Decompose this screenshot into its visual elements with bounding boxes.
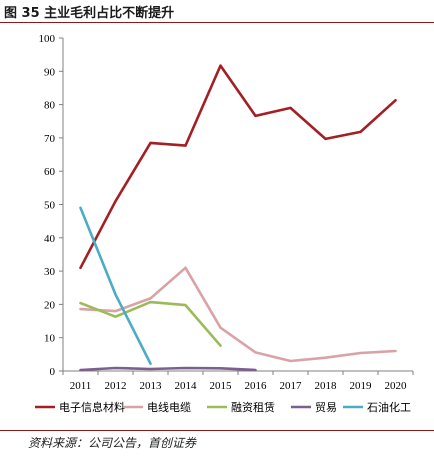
legend-label: 电线电缆 [147, 400, 191, 414]
x-tick-label: 2018 [315, 380, 338, 392]
legend-label: 贸易 [315, 401, 337, 414]
y-tick-label: 60 [44, 166, 56, 178]
title-divider [0, 22, 434, 23]
y-tick-label: 40 [44, 233, 56, 245]
y-tick-label: 100 [39, 33, 56, 45]
series-line-1 [79, 64, 397, 270]
y-tick-label: 80 [44, 100, 56, 112]
x-tick-label: 2015 [210, 380, 233, 392]
series-line-4 [79, 366, 257, 372]
series-line-5 [79, 206, 152, 366]
x-tick-label: 2014 [175, 380, 198, 392]
figure-title: 图 35 主业毛利占比不断提升 [4, 6, 175, 21]
line-chart: 0 10 20 30 40 50 60 70 80 90 100 2011 2012 2013 2014 20… [35, 33, 414, 414]
chart-area: 0 10 20 30 40 50 60 70 80 90 100 2011 2012 2013 2014 20… [0, 24, 434, 424]
figure-header: 图 35 主业毛利占比不断提升 [0, 0, 434, 24]
x-tick-label: 2011 [70, 380, 92, 392]
x-tick-label: 2019 [350, 380, 373, 392]
legend-label: 电子信息材料 [59, 400, 125, 414]
x-tick-label: 2020 [385, 380, 408, 392]
legend-label: 石油化工 [367, 400, 411, 414]
y-tick-label: 50 [44, 200, 56, 212]
y-tick-label: 0 [50, 366, 56, 378]
x-tick-label: 2012 [105, 380, 127, 392]
y-tick-label: 20 [44, 299, 56, 311]
x-tick-label: 2016 [245, 380, 268, 392]
y-tick-label: 30 [44, 266, 56, 278]
source-note: 资料来源：公司公告，首创证券 [28, 436, 197, 450]
legend-label: 融资租赁 [231, 400, 275, 414]
y-tick-label: 10 [44, 333, 56, 345]
series-line-3 [79, 300, 222, 348]
series-line-2 [79, 266, 397, 363]
y-tick-label: 70 [44, 133, 56, 145]
source-divider [0, 430, 434, 431]
x-tick-label: 2013 [140, 380, 163, 392]
y-tick-label: 90 [44, 66, 56, 78]
x-tick-label: 2017 [280, 380, 303, 392]
